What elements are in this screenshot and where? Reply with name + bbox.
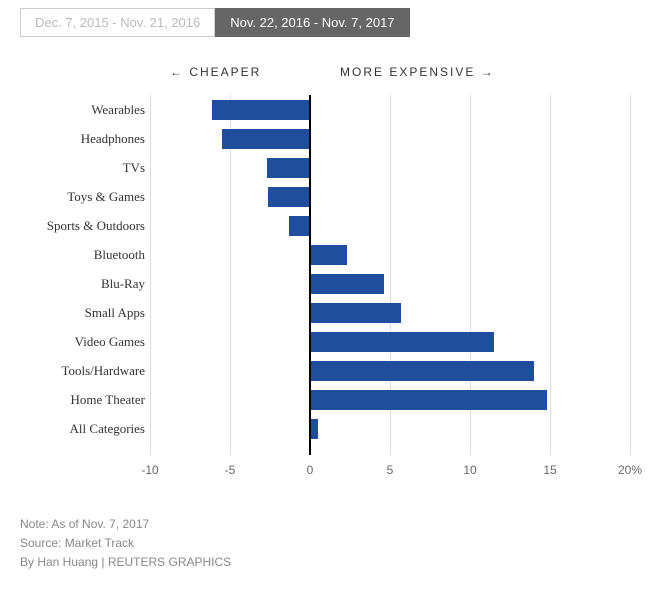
grid-line	[150, 95, 151, 455]
category-label: Tools/Hardware	[20, 361, 145, 381]
x-tick: 0	[307, 463, 314, 477]
x-tick: 5	[387, 463, 394, 477]
grid-line	[230, 95, 231, 455]
x-tick: -5	[225, 463, 236, 477]
category-label: Small Apps	[20, 303, 145, 323]
x-tick: 10	[463, 463, 476, 477]
bar-tools-hardware	[310, 361, 534, 381]
bar-small-apps	[310, 303, 401, 323]
tab-period-1[interactable]: Dec. 7, 2015 - Nov. 21, 2016	[20, 8, 215, 37]
bar-toys-games	[268, 187, 310, 207]
plot-area	[150, 95, 630, 455]
category-label: Video Games	[20, 332, 145, 352]
chart-direction-labels: ← CHEAPER MORE EXPENSIVE →	[20, 65, 640, 95]
category-label: TVs	[20, 158, 145, 178]
footer-byline: By Han Huang | REUTERS GRAPHICS	[20, 553, 649, 572]
bar-tvs	[267, 158, 310, 178]
category-label: All Categories	[20, 419, 145, 439]
bar-home-theater	[310, 390, 547, 410]
category-label: Sports & Outdoors	[20, 216, 145, 236]
bar-video-games	[310, 332, 494, 352]
expensive-label: MORE EXPENSIVE →	[340, 65, 495, 79]
footer-note: Note: As of Nov. 7, 2017	[20, 515, 649, 534]
bar-sports-outdoors	[289, 216, 310, 236]
x-tick: 20%	[618, 463, 642, 477]
x-tick: 15	[543, 463, 556, 477]
category-label: Wearables	[20, 100, 145, 120]
bar-bluetooth	[310, 245, 347, 265]
category-label: Headphones	[20, 129, 145, 149]
tab-strip: Dec. 7, 2015 - Nov. 21, 2016 Nov. 22, 20…	[20, 8, 649, 37]
bar-headphones	[222, 129, 310, 149]
bar-blu-ray	[310, 274, 384, 294]
category-label: Blu-Ray	[20, 274, 145, 294]
x-tick: -10	[141, 463, 158, 477]
bar-all-categories	[310, 419, 318, 439]
category-label: Toys & Games	[20, 187, 145, 207]
footer-source: Source: Market Track	[20, 534, 649, 553]
cheaper-label: ← CHEAPER	[170, 65, 261, 79]
grid-line	[630, 95, 631, 455]
category-label: Bluetooth	[20, 245, 145, 265]
category-label: Home Theater	[20, 390, 145, 410]
bar-wearables	[212, 100, 310, 120]
chart-footer: Note: As of Nov. 7, 2017 Source: Market …	[20, 515, 649, 573]
price-change-chart: ← CHEAPER MORE EXPENSIVE → Wearables Head…	[20, 65, 640, 485]
grid-line	[550, 95, 551, 455]
zero-line	[309, 95, 311, 455]
tab-period-2[interactable]: Nov. 22, 2016 - Nov. 7, 2017	[215, 8, 409, 37]
